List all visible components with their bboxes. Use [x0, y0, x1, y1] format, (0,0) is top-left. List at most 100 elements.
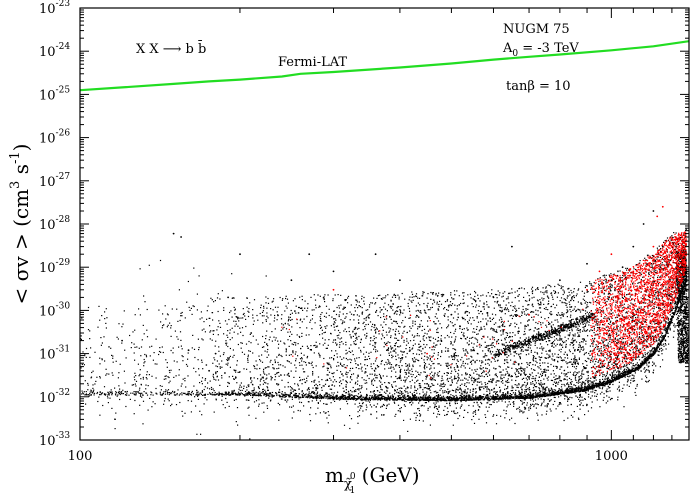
- scatter-texture-point: [572, 337, 574, 339]
- scatter-texture-point: [372, 323, 374, 325]
- scatter-texture-point: [142, 400, 145, 402]
- scatter-texture-point: [651, 263, 653, 265]
- scatter-texture-point: [636, 362, 638, 364]
- scatter-texture-point: [540, 301, 542, 303]
- scatter-texture-point: [576, 293, 578, 295]
- scatter-texture-point: [300, 347, 302, 350]
- scatter-texture-point: [446, 414, 448, 416]
- scatter-texture-point: [397, 354, 399, 356]
- scatter-texture-point: [350, 361, 352, 364]
- scatter-texture-point: [239, 386, 241, 388]
- scatter-texture-point: [590, 288, 592, 290]
- scatter-texture-point: [555, 385, 557, 387]
- scatter-texture-point: [415, 417, 417, 419]
- scatter-texture-point: [355, 395, 357, 397]
- scatter-texture-point: [499, 292, 501, 294]
- scatter-texture-point: [583, 299, 586, 301]
- scatter-texture-point: [558, 375, 560, 377]
- scatter-texture-point: [506, 395, 508, 397]
- scatter-texture-point: [576, 359, 578, 361]
- scatter-texture-point: [498, 398, 500, 400]
- scatter-texture-point: [146, 378, 148, 380]
- scatter-texture-point: [303, 371, 305, 373]
- scatter-texture-point: [610, 320, 612, 322]
- scatter-texture-point: [286, 298, 289, 300]
- scatter-texture-point: [399, 410, 401, 412]
- scatter-texture-point: [463, 332, 465, 334]
- scatter-texture-point: [418, 373, 420, 375]
- scatter-texture-point: [547, 344, 549, 346]
- scatter-texture-point: [348, 350, 350, 353]
- scatter-texture-point: [415, 293, 418, 295]
- scatter-texture-point: [483, 325, 485, 328]
- scatter-texture-point: [395, 358, 397, 361]
- scatter-texture-point: [173, 394, 176, 396]
- scatter-texture-point: [605, 326, 607, 328]
- scatter-texture-point: [124, 349, 126, 351]
- scatter-texture-point: [107, 391, 109, 393]
- scatter-texture-point: [625, 312, 627, 314]
- scatter-texture-point: [397, 404, 400, 406]
- scatter-texture-point: [334, 294, 336, 296]
- scatter-texture-point: [292, 405, 294, 407]
- scatter-texture-point: [663, 320, 665, 322]
- scatter-texture-point: [520, 350, 522, 352]
- scatter-texture-point: [266, 377, 268, 379]
- scatter-texture-point: [354, 383, 356, 385]
- scatter-texture-point: [130, 347, 132, 349]
- scatter-texture-point: [99, 414, 101, 416]
- scatter-texture-point: [523, 406, 526, 408]
- scatter-texture-point: [337, 337, 339, 339]
- scatter-texture-point: [365, 379, 367, 382]
- scatter-texture-point: [433, 342, 435, 344]
- scatter-texture-point: [191, 390, 193, 392]
- scatter-texture-point: [594, 384, 596, 386]
- scatter-texture-point: [648, 379, 650, 382]
- scatter-texture-point: [393, 345, 396, 347]
- scatter-texture-point: [579, 344, 581, 346]
- scatter-texture-point: [521, 346, 523, 348]
- scatter-texture-point: [577, 396, 579, 398]
- scatter-texture-point: [577, 382, 579, 384]
- scatter-texture-point: [243, 385, 245, 387]
- scatter-texture-point: [290, 389, 292, 391]
- scatter-texture-point: [621, 277, 623, 279]
- scatter-texture-point: [515, 315, 517, 317]
- scatter-texture-point: [374, 373, 376, 375]
- scatter-texture-point: [481, 362, 483, 364]
- scatter-texture-point: [577, 329, 580, 332]
- scatter-texture-point: [418, 407, 420, 410]
- scatter-texture-point: [140, 394, 142, 396]
- scatter-texture-point: [613, 370, 615, 372]
- scatter-texture-point: [576, 381, 578, 384]
- scatter-texture-point: [365, 409, 367, 411]
- scatter-texture-point: [369, 304, 371, 306]
- scatter-texture-point: [479, 389, 481, 391]
- scatter-texture-point: [640, 330, 642, 332]
- scatter-texture-point: [649, 322, 651, 324]
- scatter-texture-point: [219, 367, 221, 369]
- scatter-texture-point: [620, 368, 622, 370]
- scatter-texture-point: [89, 394, 91, 396]
- scatter-texture-point: [363, 318, 365, 320]
- scatter-texture-point: [481, 383, 483, 385]
- scatter-texture-point: [537, 302, 539, 305]
- scatter-texture-point: [384, 318, 386, 320]
- scatter-texture-point: [423, 291, 425, 293]
- scatter-texture-point: [409, 340, 412, 342]
- scatter-texture-point: [339, 311, 341, 313]
- scatter-texture-point: [274, 373, 276, 376]
- scatter-texture-point: [580, 377, 583, 380]
- scatter-texture-point: [603, 396, 605, 399]
- scatter-texture-point: [532, 387, 535, 389]
- scatter-texture-point: [178, 374, 180, 376]
- scatter-texture-point: [618, 386, 620, 389]
- scatter-texture-point: [401, 351, 403, 353]
- scatter-texture-point: [265, 391, 267, 393]
- scatter-texture-point: [295, 351, 297, 353]
- scatter-texture-point: [524, 374, 526, 376]
- scatter-texture-point: [622, 372, 624, 374]
- scatter-texture-point: [315, 383, 317, 385]
- scatter-texture-point: [640, 306, 642, 308]
- scatter-texture-point: [652, 310, 655, 312]
